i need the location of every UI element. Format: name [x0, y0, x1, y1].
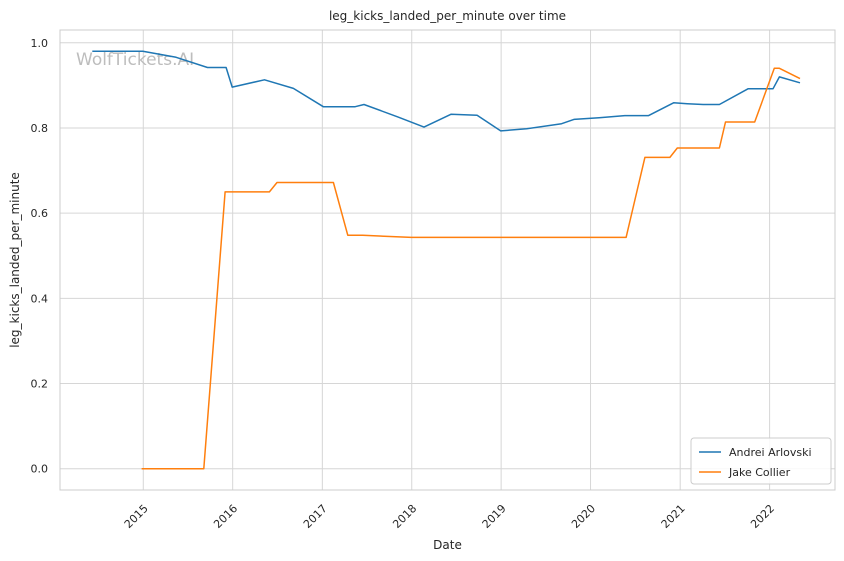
y-tick-label: 1.0 — [31, 37, 49, 50]
watermark: WolfTickets.AI — [76, 50, 194, 70]
legend: Andrei Arlovski Jake Collier — [690, 437, 832, 485]
y-tick-label: 0.8 — [31, 122, 49, 135]
y-tick-label: 0.6 — [31, 207, 49, 220]
series-lines — [92, 50, 801, 470]
y-axis-label: leg_kicks_landed_per_minute — [8, 172, 22, 348]
plot-frame — [59, 29, 836, 491]
y-tick-label: 0.2 — [31, 378, 49, 391]
y-tick-label: 0.0 — [31, 463, 49, 476]
legend-label: Andrei Arlovski — [729, 446, 812, 459]
legend-box — [690, 437, 832, 485]
x-axis-label: Date — [433, 538, 462, 552]
series-line-1 — [141, 67, 801, 470]
y-tick-label: 0.4 — [31, 292, 49, 305]
y-tick-labels: 0.0 0.2 0.4 0.6 0.8 1.0 — [31, 37, 49, 476]
legend-label: Jake Collier — [728, 466, 791, 479]
chart-title: leg_kicks_landed_per_minute over time — [329, 9, 566, 23]
series-line-0 — [92, 50, 801, 132]
